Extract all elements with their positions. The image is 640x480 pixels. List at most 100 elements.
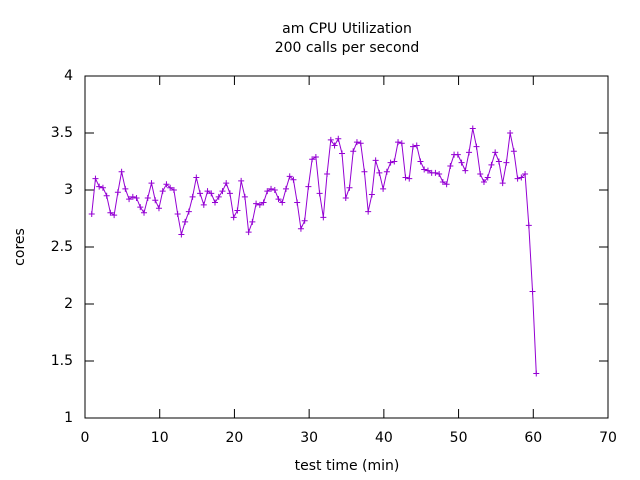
data-point [189,193,196,200]
y-tick-label: 3.5 [51,125,73,141]
data-point [447,163,454,170]
data-point [241,193,248,200]
data-point [417,158,424,165]
data-point [215,193,222,200]
data-point [387,159,394,166]
data-point [178,231,185,238]
data-point [522,171,529,178]
data-point [260,199,267,206]
data-point [320,214,327,221]
data-point [253,200,260,207]
data-point [126,196,133,203]
data-point [148,180,155,187]
data-point [469,125,476,132]
data-point [529,288,536,295]
data-point [249,218,256,225]
data-point [462,167,469,174]
data-point [133,194,140,201]
data-point [185,208,192,215]
data-point [96,183,103,190]
data-point [103,192,110,199]
data-point [503,159,510,166]
data-point [290,176,297,183]
data-point [339,150,346,157]
data-point [484,174,491,181]
data-point [212,199,219,206]
data-point [473,143,480,150]
data-point [141,209,148,216]
data-point [275,196,282,203]
data-point [327,136,334,143]
x-tick-label: 10 [151,430,169,446]
data-point [114,189,121,196]
data-point [297,225,304,232]
data-point [533,370,540,377]
chart-subtitle: 200 calls per second [275,40,420,56]
data-point [152,197,159,204]
data-point [286,173,293,180]
x-tick-label: 50 [450,430,468,446]
data-line [91,128,537,374]
data-point [409,143,416,150]
data-point [264,188,271,195]
data-point [443,181,450,188]
y-tick-label: 1 [64,410,73,426]
data-point [305,183,312,190]
data-point [458,159,465,166]
data-point [312,153,319,160]
y-tick-label: 2.5 [51,239,73,255]
x-axis-label: test time (min) [295,458,400,474]
data-point [271,187,278,193]
data-point [335,135,342,142]
data-point [144,194,151,201]
data-point [350,148,357,155]
data-point [368,191,375,198]
data-point [301,217,308,224]
data-point [466,149,473,156]
data-point [200,201,207,208]
data-point [309,156,316,163]
data-point [507,130,514,136]
data-point [424,167,431,174]
data-point [510,148,517,155]
data-point [245,229,252,236]
data-point [492,149,499,156]
data-point [342,194,349,201]
data-point [268,185,275,192]
data-point [353,139,360,146]
y-tick-label: 1.5 [51,353,73,369]
data-point [402,174,409,181]
data-point [256,201,263,208]
data-point [174,210,181,217]
x-tick-label: 30 [300,430,318,446]
y-tick-label: 3 [64,182,73,198]
y-axis-label: cores [12,228,28,266]
data-point [395,139,402,146]
data-point [238,177,245,184]
x-tick-label: 20 [226,430,244,446]
data-point [137,204,144,211]
data-point [413,142,420,149]
data-point [398,140,405,147]
data-point [518,174,525,181]
data-point [234,207,241,214]
data-point [111,212,118,219]
data-point [436,171,443,178]
data-point [230,214,237,221]
x-tick-label: 60 [524,430,542,446]
data-point [193,174,200,181]
data-point [219,188,226,195]
data-point [99,184,106,191]
data-point [439,179,446,186]
data-point [226,190,233,197]
data-point [346,184,353,191]
y-tick-label: 4 [64,68,73,84]
data-point [118,168,125,175]
data-point [454,151,461,158]
data-point [331,142,338,149]
data-point [477,171,484,178]
data-point [514,175,521,182]
